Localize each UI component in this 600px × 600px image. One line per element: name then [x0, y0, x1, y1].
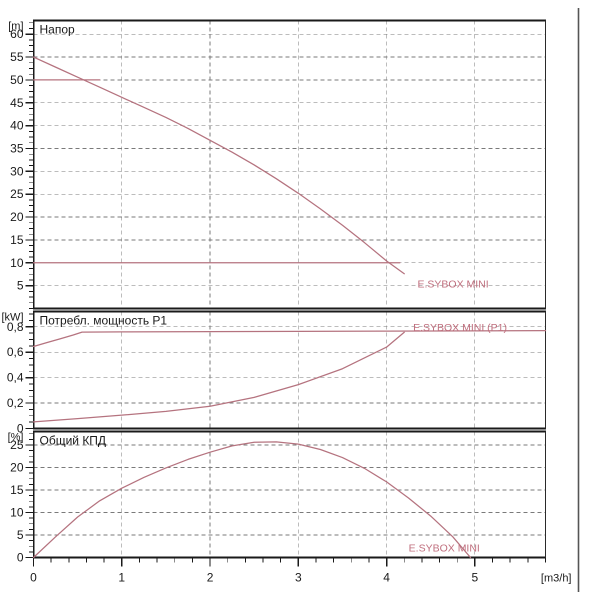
x-tick-label: 5	[472, 571, 479, 585]
curves-efficiency: E.SYBOX MINI	[32, 441, 480, 559]
y-tick-label: 0,8	[7, 320, 24, 334]
y-tick-label: 60	[10, 27, 24, 41]
y-tick-label: 20	[10, 461, 24, 475]
y-tick-label: 25	[10, 187, 24, 201]
curve-label-power: E.SYBOX MINI (P1)	[413, 322, 507, 334]
curve-e-sybox-mini	[32, 56, 405, 275]
y-tick-label: 5	[17, 528, 24, 542]
y-tick-label: 25	[10, 438, 24, 452]
y-tick-label: 55	[10, 50, 24, 64]
panel-title-efficiency: Общий КПД	[40, 434, 107, 448]
curve-label-efficiency: E.SYBOX MINI	[409, 543, 480, 555]
y-tick-label: 10	[10, 256, 24, 270]
curve-e-sybox-mini-p1-rising	[32, 331, 405, 423]
y-tick-label: 45	[10, 96, 24, 110]
y-tick-label: 0	[17, 551, 24, 565]
y-tick-label: 10	[10, 506, 24, 520]
x-unit-label: [m3/h]	[541, 573, 572, 585]
y-tick-label: 0,6	[7, 345, 24, 359]
y-tick-label: 5	[17, 279, 24, 293]
curve-e-sybox-mini-p1-upper	[32, 329, 547, 348]
y-unit-label-power: [kW]	[2, 312, 24, 324]
y-tick-label: 40	[10, 119, 24, 133]
y-tick-label: 0	[17, 422, 24, 436]
x-tick-label: 0	[30, 571, 37, 585]
curves-head: E.SYBOX MINI	[32, 56, 489, 291]
plot-area-head	[33, 20, 546, 309]
y-unit-label-efficiency: [%]	[8, 432, 24, 444]
panel-head: 5 10 15 20 25 30 35 40 45 50 55 60[m] Напор	[8, 19, 547, 310]
panel-title-head: Напор	[40, 23, 76, 37]
x-tick-label: 2	[207, 571, 214, 585]
y-tick-label: 35	[10, 142, 24, 156]
y-tick-label: 20	[10, 210, 24, 224]
x-axis: 0 1 2 3 4 5 [m3/h]	[30, 557, 572, 585]
x-tick-label: 4	[383, 571, 390, 585]
y-tick-label: 30	[10, 164, 24, 178]
panel-title-power: Потребл. мощность P1	[40, 314, 168, 328]
y-unit-label-head: [m]	[8, 21, 23, 33]
y-tick-label: 15	[10, 483, 24, 497]
y-tick-label: 50	[10, 73, 24, 87]
curves-power: E.SYBOX MINI (P1)	[32, 322, 547, 423]
x-tick-label: 1	[118, 571, 125, 585]
curve-e-sybox-mini	[32, 441, 472, 559]
x-tick-label: 3	[295, 571, 302, 585]
plot-area-efficiency	[33, 431, 546, 558]
y-tick-label: 15	[10, 233, 24, 247]
panel-efficiency: 0 5 10 15 20 25[%] Общий КПД	[8, 430, 547, 565]
curve-label-head: E.SYBOX MINI	[418, 279, 489, 291]
y-tick-label: 0,4	[7, 371, 24, 385]
y-tick-label: 0,2	[7, 396, 24, 410]
